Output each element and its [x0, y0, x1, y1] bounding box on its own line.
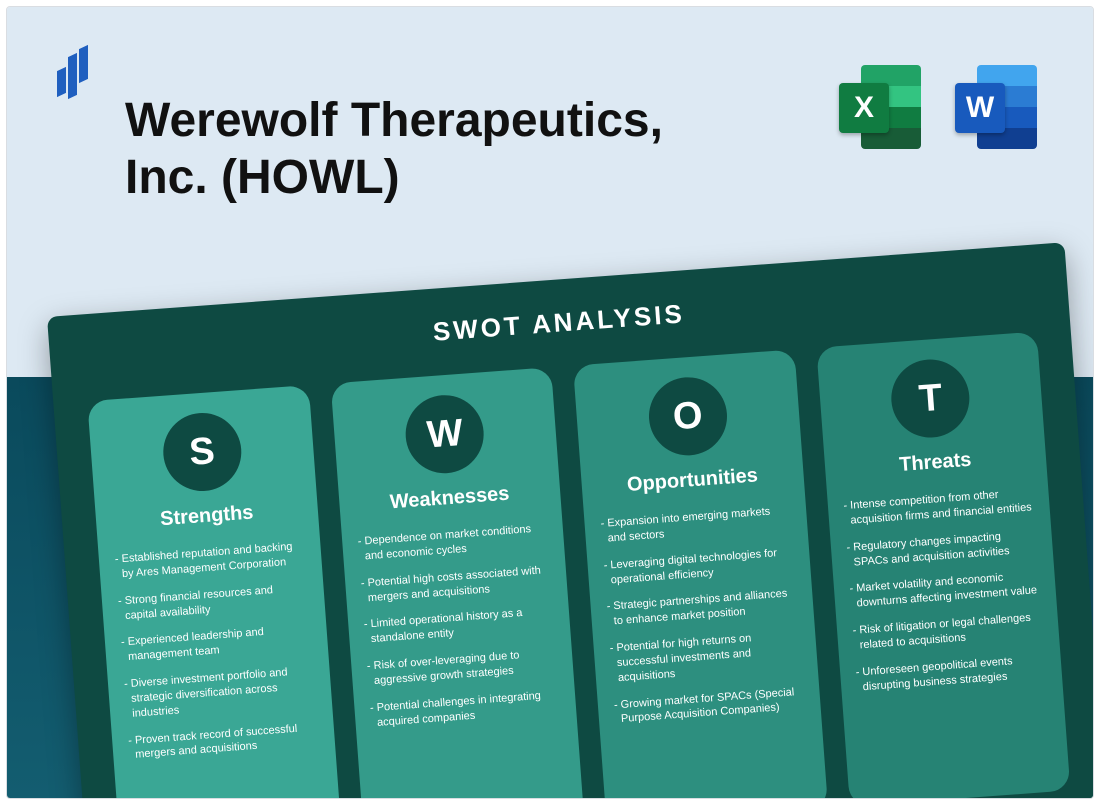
- swot-item: Regulatory changes impacting SPACs and a…: [846, 527, 1037, 570]
- swot-item: Potential challenges in integrating acqu…: [370, 687, 561, 730]
- swot-card-t: TThreats Intense competition from other a…: [816, 332, 1071, 799]
- swot-item-list: Dependence on market conditions and econ…: [357, 521, 560, 731]
- swot-card-title: Strengths: [111, 498, 302, 535]
- excel-icon[interactable]: X: [835, 63, 927, 155]
- swot-item-list: Established reputation and backing by Ar…: [114, 539, 318, 764]
- swot-item: Potential for high returns on successful…: [609, 628, 801, 686]
- swot-card-o: OOpportunities Expansion into emerging ma…: [573, 349, 828, 799]
- swot-item: Risk of over-leveraging due to aggressiv…: [366, 646, 557, 689]
- swot-card-title: Threats: [840, 444, 1031, 481]
- swot-item: Established reputation and backing by Ar…: [114, 539, 305, 582]
- swot-letter-circle: S: [160, 410, 244, 494]
- swot-item: Limited operational history as a standal…: [363, 604, 554, 647]
- swot-card-title: Opportunities: [597, 462, 788, 499]
- swot-wrap: SWOT ANALYSIS SStrengthsEstablished repu…: [47, 242, 1094, 799]
- word-icon[interactable]: W: [951, 63, 1043, 155]
- swot-item: Potential high costs associated with mer…: [360, 563, 551, 606]
- swot-letter-circle: W: [403, 392, 487, 476]
- swot-item: Market volatility and economic downturns…: [849, 568, 1040, 611]
- swot-item-list: Expansion into emerging markets and sect…: [600, 503, 804, 728]
- swot-letter-circle: T: [889, 357, 973, 441]
- swot-item: Risk of litigation or legal challenges r…: [852, 610, 1043, 653]
- swot-cards: S Strengths Established reputation and bac…: [87, 332, 1070, 799]
- brand-logo-icon: [57, 47, 95, 103]
- swot-panel: SWOT ANALYSIS SStrengthsEstablished repu…: [47, 242, 1094, 799]
- swot-item: Strong financial resources and capital a…: [117, 580, 308, 623]
- page-frame: Werewolf Therapeutics, Inc. (HOWL) X W S…: [6, 6, 1094, 799]
- page-title: Werewolf Therapeutics, Inc. (HOWL): [125, 93, 745, 206]
- excel-tile-letter: X: [839, 83, 889, 133]
- swot-item: Dependence on market conditions and econ…: [357, 521, 548, 564]
- swot-item: Diverse investment portfolio and strateg…: [124, 664, 316, 722]
- swot-card-w: W Weaknesses Dependence on market conditio…: [330, 367, 585, 799]
- swot-item-list: Intense competition from other acquisiti…: [843, 485, 1046, 695]
- swot-item: Strategic partnerships and alliances to …: [606, 586, 797, 629]
- swot-card-title: Weaknesses: [354, 480, 545, 517]
- swot-item: Growing market for SPACs (Special Purpos…: [613, 684, 804, 727]
- swot-item: Intense competition from other acquisiti…: [843, 485, 1034, 528]
- download-icons: X W: [835, 63, 1043, 155]
- swot-card-s: S Strengths Established reputation and bac…: [87, 385, 342, 799]
- swot-item: Proven track record of successful merger…: [128, 720, 319, 763]
- swot-item: Unforeseen geopolitical events disruptin…: [855, 652, 1046, 695]
- swot-item: Expansion into emerging markets and sect…: [600, 503, 791, 546]
- swot-item: Experienced leadership and management te…: [121, 622, 312, 665]
- swot-item: Leveraging digital technologies for oper…: [603, 545, 794, 588]
- swot-letter-circle: O: [646, 375, 730, 459]
- word-tile-letter: W: [955, 83, 1005, 133]
